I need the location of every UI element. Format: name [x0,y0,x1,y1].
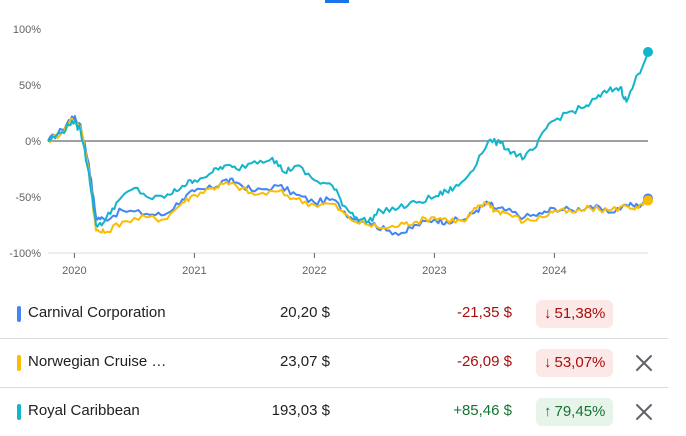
stock-price: 23,07 $ [279,353,330,370]
series-color-swatch [17,306,21,322]
arrow-down-icon: ↓ [544,305,552,322]
x-tick-label: 2022 [302,265,326,277]
y-tick-label: 0% [25,136,41,148]
percent-change-badge: ↑ 79,45% [536,398,614,426]
series-color-swatch [17,404,21,420]
stock-price: 193,03 $ [271,402,330,419]
stock-name: Norwegian Cruise Line [28,353,168,370]
series-end-point [643,195,653,206]
percent-change-value: 79,45% [554,403,606,420]
y-tick-label: 50% [19,80,41,92]
stock-change: -26,09 $ [456,353,512,370]
close-icon[interactable] [632,400,656,424]
percent-change-value: 51,38% [554,305,606,322]
stock-name: Royal Caribbean [28,402,140,419]
y-tick-label: 100% [13,24,41,36]
close-icon[interactable] [632,351,656,375]
series-line [47,115,649,237]
y-tick-label: -100% [9,248,41,260]
series-line [47,117,649,234]
percent-change-badge: ↓ 51,38% [536,300,614,328]
y-tick-label: -50% [15,192,41,204]
series-color-swatch [17,355,21,371]
x-tick-label: 2021 [182,265,206,277]
table-row[interactable]: Royal Caribbean 193,03 $ +85,46 $ ↑ 79,4… [0,388,668,436]
arrow-up-icon: ↑ [544,403,552,420]
series-line [47,51,649,228]
percent-change-value: 53,07% [554,354,606,371]
table-row[interactable]: Norwegian Cruise Line 23,07 $ -26,09 $ ↓… [0,339,668,388]
table-row[interactable]: Carnival Corporation 20,20 $ -21,35 $ ↓ … [0,290,668,339]
stock-change: +85,46 $ [453,402,512,419]
series-end-point [643,47,653,58]
top-tab-indicator [325,0,349,3]
x-tick-label: 2020 [62,265,86,277]
stock-name: Carnival Corporation [28,304,166,321]
percent-change-badge: ↓ 53,07% [536,349,614,377]
x-tick-label: 2023 [422,265,446,277]
comparison-line-chart: 100% 50% 0% -50% -100% 2020 2021 2022 2023 2024 [9,24,653,277]
stock-price: 20,20 $ [279,304,330,321]
x-axis: 2020 2021 2022 2023 2024 [48,252,648,277]
stock-change: -21,35 $ [456,304,512,321]
arrow-down-icon: ↓ [544,354,552,371]
y-axis: 100% 50% 0% -50% -100% [9,24,41,260]
x-tick-label: 2024 [542,265,566,277]
series-lines [47,47,653,237]
